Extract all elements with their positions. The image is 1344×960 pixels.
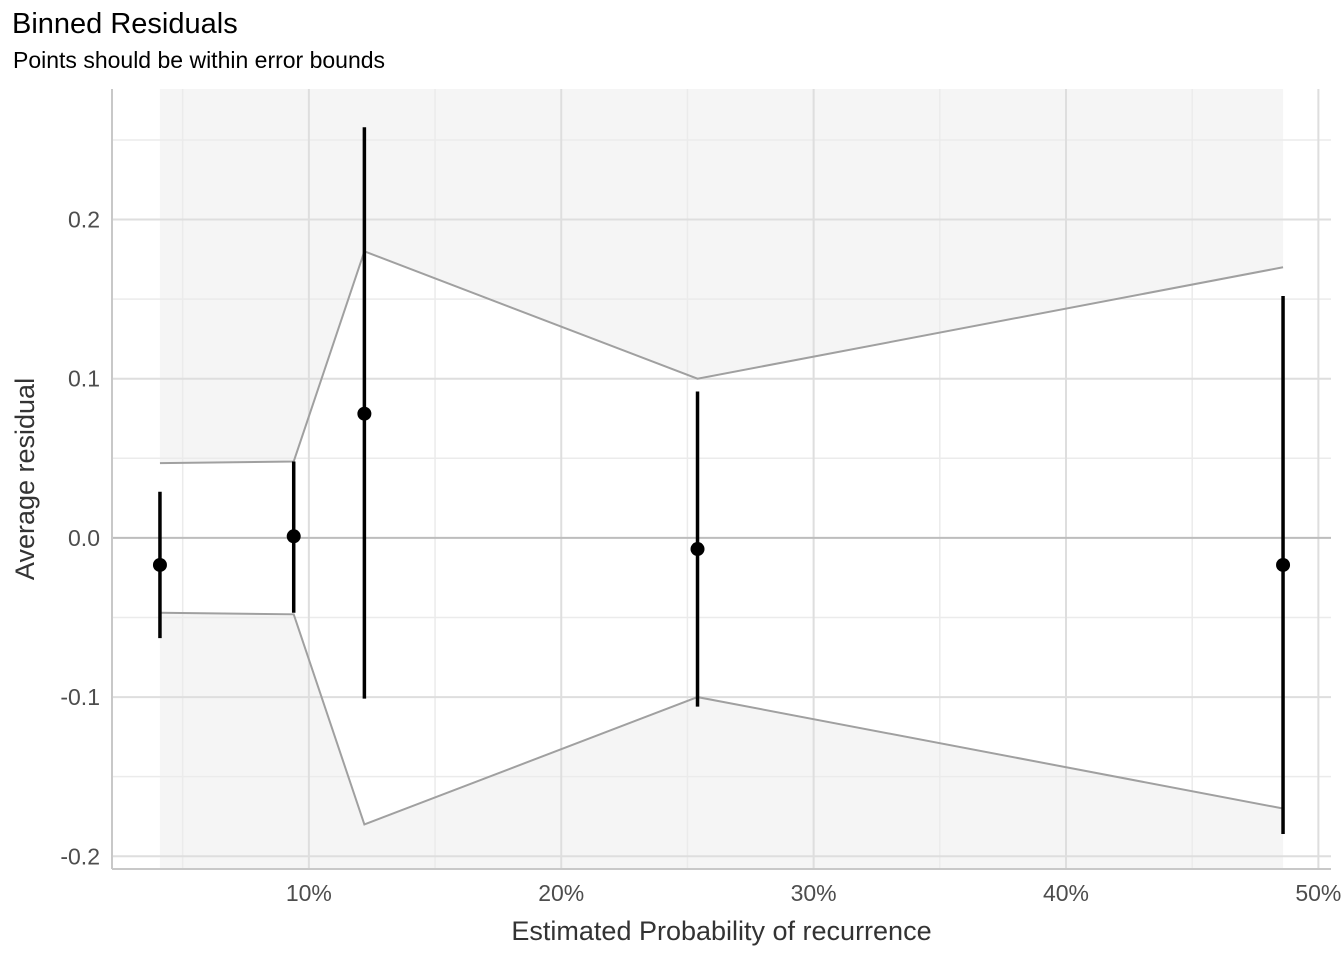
- lower-outside-band: [159, 612, 1284, 869]
- x-axis-ticks: 10% 20% 30% 40% 50%: [286, 880, 1342, 906]
- outside-bounds-band: [159, 89, 1284, 869]
- x-tick-label: 20%: [538, 880, 584, 906]
- x-tick-label: 40%: [1043, 880, 1089, 906]
- chart-subtitle: Points should be within error bounds: [13, 47, 386, 73]
- upper-outside-band: [159, 89, 1284, 464]
- grid-lines: [111, 89, 1331, 870]
- y-tick-label: 0.1: [68, 366, 100, 392]
- chart-title: Binned Residuals: [12, 8, 238, 40]
- x-axis-title: Estimated Probability of recurrence: [511, 916, 931, 946]
- data-point: [152, 557, 167, 572]
- data-point: [690, 542, 705, 557]
- lower-bound-line: [159, 611, 1284, 826]
- x-tick-label: 10%: [286, 880, 332, 906]
- y-tick-label: 0.0: [68, 525, 100, 551]
- y-tick-label: -0.1: [60, 684, 100, 710]
- x-tick-label: 50%: [1295, 880, 1341, 906]
- data-point: [357, 406, 372, 421]
- data-point: [286, 529, 301, 544]
- data-point: [1276, 557, 1291, 572]
- y-tick-label: -0.2: [60, 843, 100, 869]
- y-axis-ticks: 0.2 0.1 0.0 -0.1 -0.2: [60, 207, 100, 870]
- y-tick-label: 0.2: [68, 207, 100, 233]
- y-axis-title: Average residual: [10, 378, 40, 580]
- data-points: [152, 406, 1291, 572]
- x-tick-label: 30%: [791, 880, 837, 906]
